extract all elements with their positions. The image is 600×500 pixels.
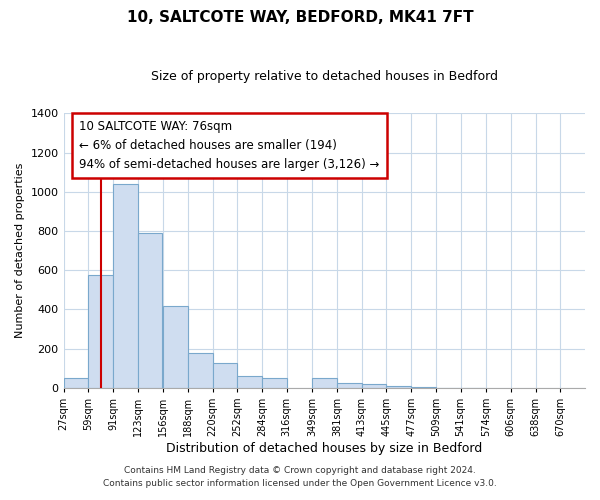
Bar	[386, 386, 411, 388]
Bar	[188, 352, 212, 388]
Bar	[113, 184, 138, 388]
Bar	[212, 364, 238, 388]
Bar	[312, 378, 337, 388]
Bar	[64, 378, 88, 388]
Title: Size of property relative to detached houses in Bedford: Size of property relative to detached ho…	[151, 70, 498, 83]
Bar	[238, 376, 262, 388]
Text: 10 SALTCOTE WAY: 76sqm
← 6% of detached houses are smaller (194)
94% of semi-det: 10 SALTCOTE WAY: 76sqm ← 6% of detached …	[79, 120, 380, 171]
Text: 10, SALTCOTE WAY, BEDFORD, MK41 7FT: 10, SALTCOTE WAY, BEDFORD, MK41 7FT	[127, 10, 473, 25]
Bar	[337, 382, 362, 388]
Bar	[262, 378, 287, 388]
X-axis label: Distribution of detached houses by size in Bedford: Distribution of detached houses by size …	[166, 442, 482, 455]
Bar	[138, 233, 163, 388]
Y-axis label: Number of detached properties: Number of detached properties	[15, 163, 25, 338]
Bar	[362, 384, 386, 388]
Text: Contains HM Land Registry data © Crown copyright and database right 2024.
Contai: Contains HM Land Registry data © Crown c…	[103, 466, 497, 487]
Bar	[163, 306, 188, 388]
Bar	[411, 387, 436, 388]
Bar	[88, 275, 113, 388]
